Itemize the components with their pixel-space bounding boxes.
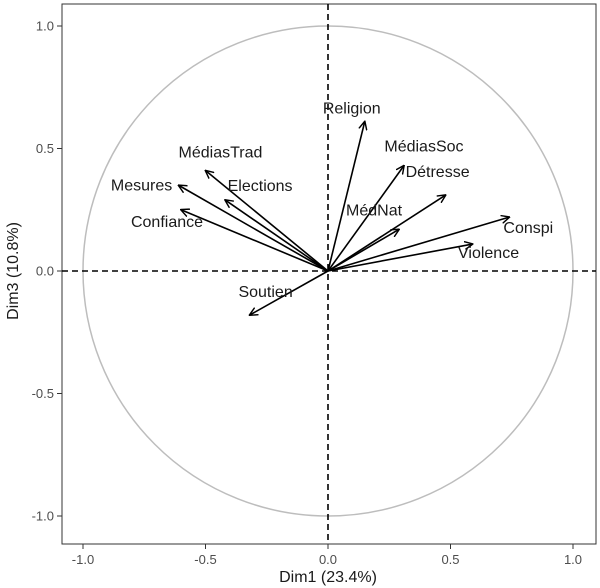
y-tick-label: -1.0: [32, 509, 54, 524]
label-violence: Violence: [458, 245, 519, 262]
plot-frame: [61, 3, 597, 545]
x-tick-label: 0.5: [441, 552, 459, 567]
label-conspi: Conspi: [503, 220, 553, 237]
arrow-mediassoc: [327, 166, 404, 272]
label-soutien: Soutien: [238, 284, 292, 301]
arrow-mesures: [179, 185, 329, 272]
arrow-elections: [225, 200, 329, 272]
arrow-conspi: [327, 217, 509, 272]
arrow-mediastrad: [206, 171, 329, 272]
x-tick-label: -1.0: [72, 552, 94, 567]
y-tick-label: 1.0: [36, 19, 54, 34]
arrow-religion: [327, 122, 365, 272]
arrow-soutien: [250, 270, 329, 315]
x-tick-label: 1.0: [564, 552, 582, 567]
axis-ticks: -1.0 -0.5 0.0 0.5 1.0 -1.0 -0.5 0.0 0.5 1.0: [32, 19, 582, 568]
arrow-violence: [327, 244, 473, 272]
label-mediassoc: MédiasSoc: [384, 139, 463, 156]
label-detresse: Détresse: [406, 164, 470, 181]
label-mednat: MédNat: [346, 202, 403, 219]
x-axis-title: Dim1 (23.4%): [279, 569, 377, 586]
y-axis-title: Dim3 (10.8%): [5, 222, 22, 320]
arrow-detresse: [327, 195, 446, 272]
label-confiance: Confiance: [131, 214, 203, 231]
x-tick-label: 0.0: [319, 552, 337, 567]
variable-arrows: Religion MédiasSoc Détresse MédNat Conspi Vio…: [111, 101, 553, 316]
y-tick-label: 0.5: [36, 141, 54, 156]
label-mediastrad: MédiasTrad: [179, 145, 263, 162]
label-mesures: Mesures: [111, 177, 172, 194]
x-tick-label: -0.5: [194, 552, 216, 567]
label-elections: Elections: [228, 178, 293, 195]
arrow-mednat: [327, 229, 399, 272]
arrow-confiance: [181, 210, 329, 272]
y-tick-label: -0.5: [32, 386, 54, 401]
y-tick-label: 0.0: [36, 264, 54, 279]
label-religion: Religion: [323, 101, 381, 118]
